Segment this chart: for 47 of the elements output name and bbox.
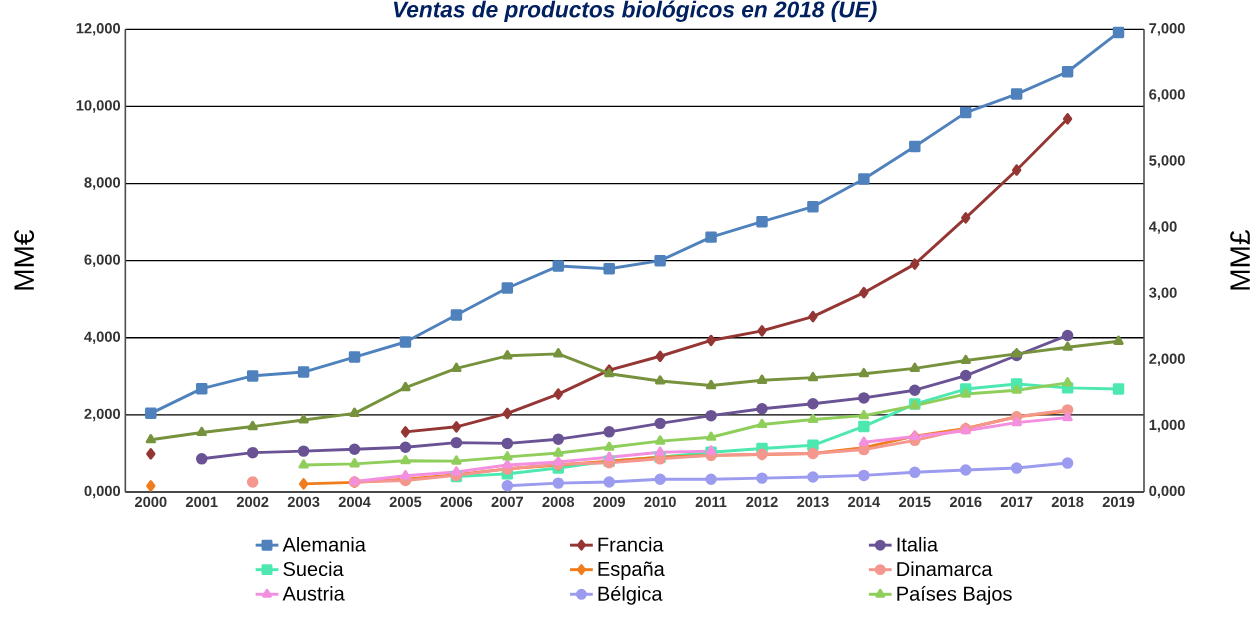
y-tick-label: 2,000: [84, 408, 121, 422]
legend-label: España: [598, 561, 665, 580]
x-tick-label: 2015: [898, 496, 931, 508]
x-tick-label: 2000: [135, 496, 167, 508]
y2-axis-title: MM£: [1230, 230, 1250, 290]
x-tick-label: 2009: [593, 496, 625, 508]
x-tick-label: 2001: [185, 496, 218, 508]
x-tick-label: 2013: [797, 496, 829, 508]
y2-tick-label: 1,000: [1149, 419, 1185, 433]
x-tick-label: 2014: [848, 496, 881, 508]
legend-label: Países Bajos: [897, 585, 1012, 605]
legend-label: Italia: [897, 536, 939, 552]
y-tick-label: 10,000: [76, 100, 121, 113]
x-tick-label: 2008: [542, 496, 575, 508]
y-tick-label: 6,000: [84, 254, 121, 267]
legend-label: Francia: [598, 536, 664, 552]
x-tick-label: 2016: [949, 496, 982, 508]
legend-label: Bélgica: [598, 585, 663, 605]
x-tick-label: 2019: [1102, 496, 1135, 508]
legend-label: Alemania: [282, 536, 366, 552]
x-tick-label: 2010: [644, 496, 676, 508]
y2-tick-label: 4,00: [1148, 221, 1177, 234]
x-tick-label: 2007: [491, 496, 523, 508]
y-axis-title: MM€: [14, 229, 35, 290]
x-tick-label: 2018: [1051, 496, 1084, 508]
x-tick-label: 2012: [746, 496, 778, 508]
chart-title: Ventas de productos biológicos en 2018 (UE): [393, 0, 877, 22]
y-tick-label: 12,000: [76, 23, 121, 36]
x-tick-label: 2005: [389, 496, 422, 508]
y2-tick-label: 7,000: [1149, 23, 1185, 36]
legend-label: Suecia: [283, 561, 344, 577]
legend-label: Dinamarca: [897, 561, 993, 577]
y2-tick-label: 6,000: [1149, 89, 1185, 102]
x-tick-label: 2011: [695, 496, 727, 508]
x-tick-label: 2002: [236, 496, 269, 508]
y2-tick-label: 3,00: [1149, 287, 1177, 300]
y-tick-label: 8,000: [84, 177, 121, 190]
y2-tick-label: 0,000: [1149, 485, 1185, 499]
legend-label: Austria: [282, 586, 345, 601]
x-tick-label: 2003: [287, 496, 320, 508]
x-tick-label: 2017: [1000, 496, 1033, 508]
x-tick-label: 2006: [440, 496, 473, 508]
y-tick-label: 4,000: [84, 331, 121, 345]
x-tick-label: 2004: [338, 496, 371, 508]
y2-tick-label: 2,000: [1149, 353, 1185, 367]
y2-tick-label: 5,000: [1149, 155, 1185, 168]
y-tick-label: 0,000: [84, 485, 121, 499]
